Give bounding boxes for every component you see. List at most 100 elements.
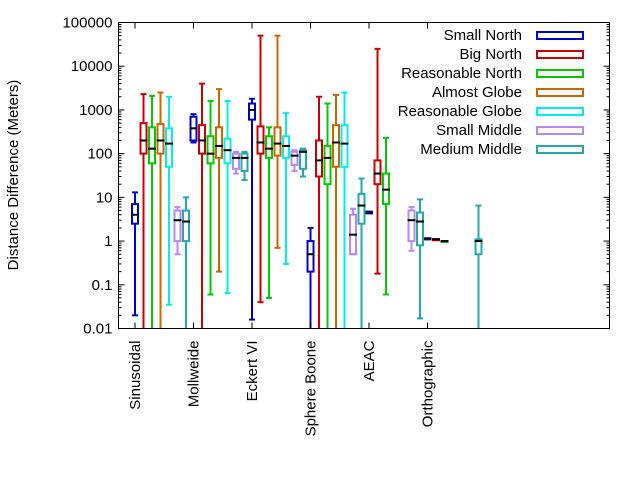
box-body: [407, 209, 416, 243]
box-body: [182, 209, 190, 243]
series-big-north: [139, 34, 440, 329]
box: [440, 240, 449, 244]
box: [248, 97, 256, 321]
legend: Small North Big North Reasonable North Almo…: [398, 27, 584, 158]
box-body: [240, 152, 249, 173]
box: [189, 113, 198, 144]
y-tick-label: 0.1: [92, 277, 113, 294]
series-small-middle: [173, 149, 416, 256]
box-body: [198, 124, 206, 155]
legend-label: Reasonable North: [401, 65, 522, 82]
box-body: [282, 135, 290, 159]
y-axis-title: Distance Difference (Meters): [5, 80, 22, 271]
box: [299, 147, 307, 178]
x-tick-label: AEAC: [361, 340, 378, 381]
y-tick-label: 10000: [71, 58, 113, 75]
x-tick-label: Sphere Boone: [303, 341, 320, 437]
series-almost-globe: [156, 34, 340, 329]
box: [165, 95, 173, 306]
box-body: [165, 127, 173, 168]
legend-label: Small North: [444, 27, 522, 44]
legend-label: Almost Globe: [432, 84, 522, 101]
box-body: [139, 122, 148, 155]
box: [223, 100, 232, 294]
box-body: [323, 144, 332, 186]
legend-label: Big North: [459, 46, 522, 63]
box-body: [474, 238, 483, 256]
legend-label: Small Middle: [436, 122, 522, 139]
box-body: [299, 149, 307, 170]
box: [273, 34, 282, 249]
y-tick-label: 1: [104, 233, 112, 250]
box-body: [306, 240, 315, 273]
legend-swatch: [536, 107, 584, 116]
box: [131, 191, 139, 317]
box-body: [215, 126, 223, 159]
x-tick-label: Sinusoidal: [127, 341, 144, 410]
legend-swatch: [536, 31, 584, 40]
box: [182, 196, 190, 329]
box: [332, 93, 340, 329]
box: [265, 126, 273, 299]
box: [198, 82, 206, 329]
box: [373, 47, 382, 275]
legend-swatch: [536, 145, 584, 154]
legend-swatch: [536, 69, 584, 78]
box: [474, 204, 483, 329]
box: [357, 177, 366, 329]
box-body: [148, 126, 156, 165]
box: [215, 88, 223, 273]
box-body: [332, 124, 340, 168]
box: [432, 238, 440, 242]
box: [290, 149, 299, 173]
box: [232, 150, 240, 175]
y-tick-label: 100000: [62, 15, 112, 32]
y-tick-label: 0.01: [83, 321, 112, 338]
box-body: [315, 139, 323, 178]
box: [148, 94, 156, 329]
x-tick-label: Orthographic: [420, 340, 437, 427]
box: [282, 112, 290, 265]
plot-frame: [118, 22, 610, 329]
box-body: [173, 209, 182, 243]
box-body: [232, 152, 240, 170]
box: [156, 91, 165, 329]
box-body: [265, 135, 273, 159]
series-reasonable-north: [148, 94, 449, 329]
box: [407, 206, 416, 252]
box: [206, 100, 215, 296]
plot-marks: [131, 34, 483, 329]
y-axis: 0.01 0.1 1 10 100 1000 10000 100000: [62, 15, 610, 338]
box-body: [416, 211, 424, 247]
series-medium-middle: [182, 147, 483, 329]
x-tick-label: Mollweide: [186, 341, 203, 408]
y-tick-label: 1000: [79, 102, 112, 119]
box: [416, 198, 424, 320]
box: [382, 136, 390, 296]
box-body: [273, 126, 282, 157]
y-tick-label: 100: [87, 146, 112, 163]
box: [349, 207, 357, 256]
legend-swatch: [536, 88, 584, 97]
box-body: [256, 125, 265, 155]
legend-label: Reasonable Globe: [398, 103, 522, 120]
legend-swatch: [536, 126, 584, 135]
box: [340, 91, 349, 329]
box-body: [373, 159, 382, 186]
box: [139, 93, 148, 329]
x-tick-label: Eckert VI: [244, 341, 261, 402]
box-body: [340, 124, 349, 168]
box-body: [156, 122, 165, 155]
box: [365, 210, 373, 215]
box: [173, 206, 182, 256]
box-body: [206, 135, 215, 165]
box-body: [357, 192, 366, 225]
box: [323, 102, 332, 329]
series-small-north: [131, 97, 432, 329]
y-tick-label: 10: [96, 189, 113, 206]
box-body: [290, 150, 299, 166]
box-body: [248, 102, 256, 121]
x-axis: Sinusoidal Mollweide Eckert VI Sphere Boone…: [127, 22, 437, 437]
box: [315, 95, 323, 329]
